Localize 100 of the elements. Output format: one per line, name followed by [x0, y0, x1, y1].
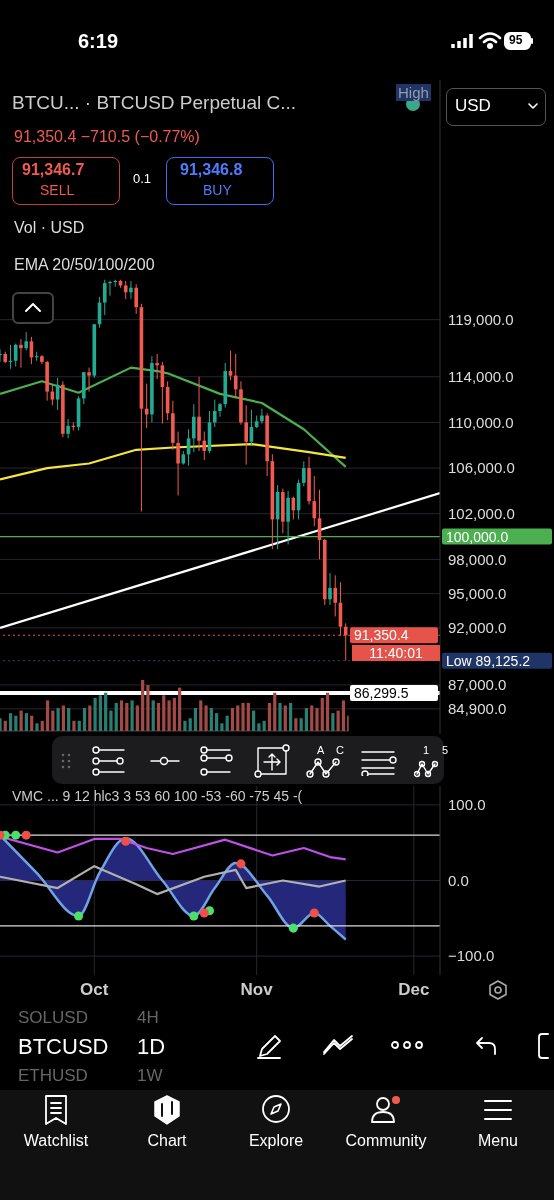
- bar: [288, 702, 293, 731]
- chart-title: VMC ... 9 12 hlc3 3 53 60 100 -53 -60 -75 45 -(: [12, 788, 303, 804]
- text: C: [336, 744, 344, 756]
- y-tick-label: 95,000.0: [448, 584, 507, 602]
- bar: [40, 720, 44, 731]
- bar: [225, 715, 229, 731]
- candlestick: [155, 353, 159, 380]
- bar: [315, 708, 319, 731]
- bar: [14, 715, 18, 731]
- bar: [331, 713, 335, 731]
- text: 1: [423, 744, 430, 756]
- bar: [146, 685, 150, 731]
- y-tick-label: 84,900.0: [448, 700, 507, 718]
- bar: [51, 710, 55, 731]
- candlestick: [108, 280, 112, 297]
- bar: [199, 700, 203, 731]
- candlestick: [333, 574, 338, 617]
- bar: [304, 708, 309, 731]
- bar: [67, 708, 71, 731]
- annotation: 91,346.7: [22, 161, 85, 178]
- bar: [125, 702, 129, 731]
- candlestick: [102, 279, 107, 316]
- y-tick-label: 98,000.0: [448, 550, 507, 568]
- bar: [0, 718, 2, 731]
- point: [309, 908, 319, 918]
- bar: [215, 713, 219, 731]
- annotation: 0.1: [133, 171, 152, 186]
- ref-line-label: 100,000.0: [446, 528, 509, 545]
- bar: [336, 710, 340, 731]
- bar: [98, 695, 102, 731]
- bar: [24, 713, 29, 731]
- annotation: BUY: [203, 182, 232, 198]
- bar: [114, 702, 118, 731]
- candlestick: [129, 280, 133, 300]
- point: [288, 923, 298, 933]
- bar: [220, 723, 224, 731]
- bar: [45, 700, 50, 731]
- point: [21, 830, 31, 840]
- bar: [72, 720, 76, 731]
- text: 1D: [137, 1034, 166, 1059]
- bar: [178, 687, 182, 731]
- x-tick-label: Oct: [80, 980, 109, 1000]
- bar: [310, 705, 314, 731]
- text: ETHUSD: [18, 1066, 88, 1085]
- bar: [135, 705, 139, 731]
- bar: [82, 708, 87, 731]
- point: [74, 911, 84, 921]
- text: 95: [509, 33, 523, 47]
- bar: [267, 702, 272, 731]
- candlestick: [134, 283, 138, 315]
- candlestick: [212, 399, 217, 428]
- candlestick: [286, 490, 290, 546]
- bar: [252, 710, 256, 731]
- bar: [188, 718, 192, 731]
- candlestick: [328, 572, 332, 606]
- bar: [3, 720, 7, 731]
- candlestick: [13, 343, 18, 367]
- bar: [278, 702, 282, 731]
- point: [189, 911, 199, 921]
- candlestick: [197, 376, 201, 452]
- candlestick: [302, 460, 306, 487]
- bar: [299, 718, 303, 731]
- bar: [156, 702, 161, 731]
- candlestick: [228, 350, 233, 381]
- ref-line-label: Low 89,125.2: [446, 652, 531, 669]
- bar: [204, 705, 208, 731]
- y-tick-label: 106,000.0: [448, 459, 515, 477]
- candlestick: [87, 367, 91, 393]
- bar: [257, 723, 261, 731]
- bar: [230, 708, 235, 731]
- y-tick-label: 119,000.0: [448, 311, 514, 329]
- text: BTCUSD: [18, 1034, 109, 1059]
- candlestick: [19, 338, 23, 369]
- annotation: EMA 20/50/100/200: [14, 256, 155, 273]
- bar: [109, 710, 113, 731]
- bar: [162, 695, 166, 731]
- point: [121, 836, 131, 846]
- text: SOLUSD: [18, 1008, 88, 1027]
- candlestick: [202, 431, 207, 461]
- annotation: High: [398, 84, 429, 101]
- text: 4H: [137, 1008, 159, 1027]
- text: USD: [455, 96, 491, 115]
- y-tick-label: 100.0: [448, 796, 486, 814]
- bar: [294, 718, 298, 731]
- bar: [183, 720, 187, 731]
- bar: [93, 697, 97, 731]
- bar: [209, 708, 213, 731]
- candlestick: [218, 402, 222, 418]
- y-tick-label: −100.0: [448, 947, 495, 965]
- bar: [283, 705, 287, 731]
- annotation: 91,346.8: [180, 161, 243, 178]
- line-series: [0, 366, 347, 469]
- annotation: SELL: [40, 182, 75, 198]
- bar: [130, 700, 134, 731]
- annotation: Vol · USD: [14, 219, 85, 236]
- y-tick-label: 102,000.0: [448, 505, 515, 523]
- bar: [167, 700, 171, 731]
- bar: [341, 700, 346, 731]
- candlestick: [24, 331, 28, 351]
- text: Community: [345, 1132, 427, 1149]
